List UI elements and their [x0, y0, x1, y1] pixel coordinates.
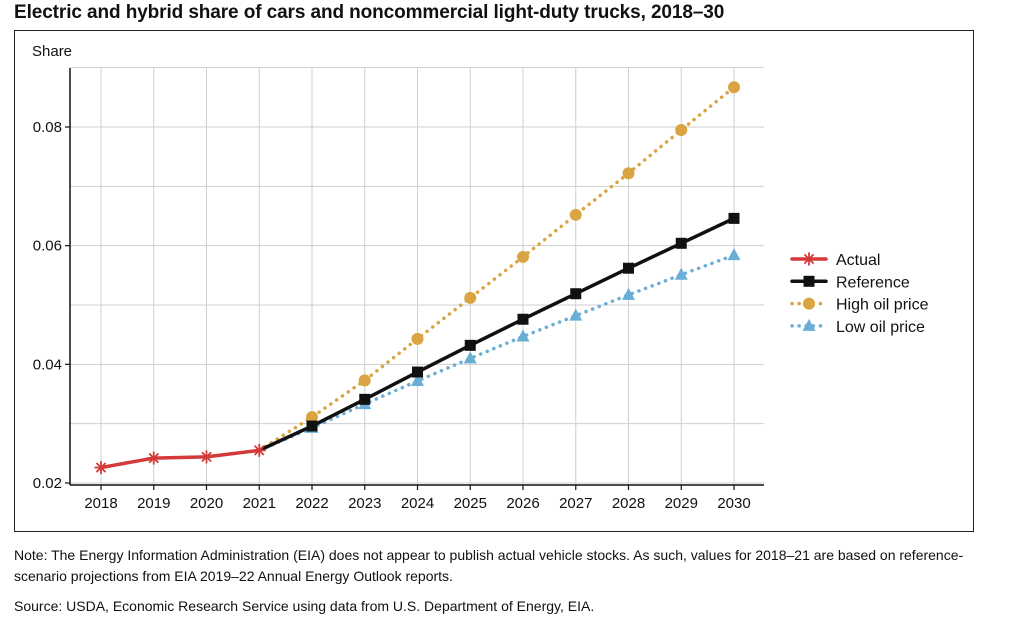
x-tick-label: 2019	[137, 495, 170, 512]
data-point	[252, 443, 266, 457]
data-point	[464, 339, 476, 351]
data-point	[411, 373, 424, 386]
data-point	[516, 329, 530, 342]
data-point	[306, 420, 318, 432]
chart-source: Source: USDA, Economic Research Service …	[14, 598, 595, 614]
data-point	[147, 451, 161, 465]
y-tick-label: 0.04	[33, 356, 62, 373]
legend-label: Reference	[836, 274, 910, 291]
series-reference	[257, 212, 740, 453]
legend-swatch-marker	[802, 318, 816, 331]
legend-label: High oil price	[836, 297, 929, 314]
x-tick-label: 2029	[665, 495, 698, 512]
legend-label: Actual	[836, 252, 880, 269]
series-line	[99, 448, 261, 470]
legend-swatch-marker	[803, 297, 815, 310]
y-tick-label: 0.08	[33, 119, 62, 136]
data-point	[412, 366, 423, 378]
data-point	[727, 248, 741, 261]
chart-note: Note: The Energy Information Administrat…	[14, 547, 964, 584]
data-point	[570, 288, 582, 300]
data-point	[622, 287, 635, 300]
data-point	[675, 123, 688, 136]
x-tick-label: 2021	[243, 495, 276, 512]
data-point	[200, 450, 213, 464]
x-tick-label: 2025	[454, 495, 487, 512]
legend-item: Low oil price	[790, 318, 925, 336]
data-point	[623, 262, 634, 274]
x-tick-label: 2023	[348, 495, 381, 512]
x-tick-label: 2030	[717, 495, 750, 512]
y-tick-label: 0.02	[33, 475, 62, 492]
y-tick-label: 0.06	[33, 238, 62, 255]
x-tick-label: 2024	[401, 495, 434, 512]
series-line	[257, 85, 736, 453]
legend-item: High oil price	[790, 297, 929, 314]
legend-item: Actual	[790, 252, 880, 269]
data-point	[622, 167, 635, 180]
chart-plot: Share 0.02 0.04 0.06 0.08 2018 2019 2020 2021 202…	[32, 43, 929, 512]
chart-title: Electric and hybrid share of cars and no…	[14, 2, 725, 23]
legend: Actual Reference High oil price Low oil pri…	[790, 252, 929, 336]
data-point	[517, 250, 529, 263]
data-point	[675, 237, 687, 249]
data-point	[569, 208, 582, 221]
data-point	[359, 393, 371, 405]
data-point	[94, 461, 108, 475]
data-point	[411, 332, 424, 345]
legend-label: Low oil price	[836, 319, 925, 336]
chart-frame	[14, 30, 974, 532]
data-point	[358, 374, 371, 387]
legend-item: Reference	[790, 274, 910, 291]
series-low-oil-price	[257, 248, 741, 453]
data-point	[674, 267, 688, 280]
data-point	[517, 313, 529, 325]
x-tick-label: 2028	[612, 495, 645, 512]
data-point	[728, 212, 740, 224]
series-actual	[94, 443, 266, 475]
x-tick-label: 2018	[84, 495, 117, 512]
data-point	[463, 351, 477, 364]
data-point	[306, 411, 318, 424]
series-line	[257, 216, 736, 453]
legend-swatch-marker	[803, 275, 815, 287]
y-axis-label: Share	[32, 43, 72, 60]
data-point	[728, 81, 740, 94]
series-high-oil-price	[257, 81, 740, 453]
x-tick-label: 2026	[506, 495, 539, 512]
data-point	[464, 291, 477, 304]
x-tick-label: 2022	[295, 495, 328, 512]
legend-swatch-marker	[802, 252, 816, 266]
series-line	[257, 253, 736, 453]
grid	[70, 67, 764, 485]
x-tick-label: 2020	[190, 495, 223, 512]
x-tick-label: 2027	[559, 495, 592, 512]
data-point	[569, 308, 583, 321]
